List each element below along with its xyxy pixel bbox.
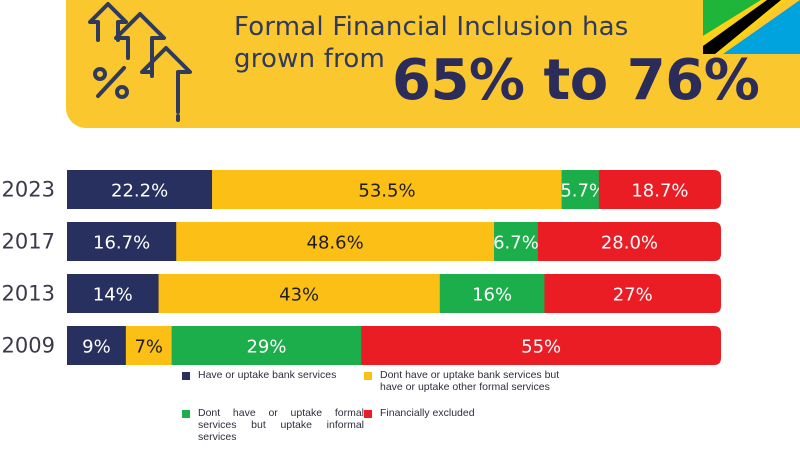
legend-item-bank: Have or uptake bank services — [182, 369, 336, 381]
bar-segment-2013-financially-excluded — [544, 274, 721, 313]
bar-segment-2023-have-or-uptake-bank-serv — [67, 170, 213, 209]
legend-swatch-informal — [182, 410, 190, 418]
legend-swatch-other-formal — [364, 372, 372, 380]
year-label-2023: 2023 — [2, 178, 55, 202]
legend-label-informal: Dont have or uptake formal services but … — [198, 407, 364, 443]
bar-label-2017-have-or-uptake-bank-serv: 16.7% — [93, 233, 150, 254]
stacked-bar-chart: 2023 22.2% 53.5% 5.7% 18.7% 2017 16.7% 48.6% 6.7… — [2, 170, 721, 365]
legend-label-bank: Have or uptake bank services — [198, 369, 337, 381]
legend-swatch-excluded — [364, 410, 372, 418]
bar-label-2017-dont-have-or-uptake-form: 6.7% — [493, 233, 539, 254]
bar-label-2023-dont-have-or-uptake-form: 5.7% — [560, 181, 606, 202]
bar-label-2009-dont-have-or-uptake-form: 29% — [246, 337, 286, 358]
bar-segment-2023-dont-have-or-uptake-form — [561, 170, 600, 209]
headline-banner — [66, 0, 800, 128]
tanzania-flag — [703, 0, 800, 54]
bar-segment-2013-dont-have-or-uptake-bank — [158, 274, 441, 313]
bar-label-2023-financially-excluded: 18.7% — [631, 181, 688, 202]
bar-label-2023-dont-have-or-uptake-bank: 53.5% — [358, 181, 415, 202]
bar-segment-2023-financially-excluded — [598, 170, 721, 209]
bar-label-2009-dont-have-or-uptake-bank: 7% — [134, 337, 163, 358]
bar-segment-2017-dont-have-or-uptake-bank — [176, 222, 495, 261]
year-label-2013: 2013 — [2, 282, 55, 306]
bar-label-2017-financially-excluded: 28.0% — [601, 233, 658, 254]
headline-line-1: Formal Financial Inclusion has — [234, 12, 629, 42]
bar-segment-2017-have-or-uptake-bank-serv — [67, 222, 177, 261]
legend-item-other-formal: Dont have or uptake bank services but ha… — [364, 369, 564, 393]
bar-segment-2009-have-or-uptake-bank-serv — [67, 326, 127, 365]
bar-label-2009-financially-excluded: 55% — [521, 337, 561, 358]
legend-swatch-bank — [182, 372, 190, 380]
legend-label-excluded: Financially excluded — [380, 407, 475, 419]
bar-label-2009-have-or-uptake-bank-serv: 9% — [82, 337, 111, 358]
bar-label-2023-have-or-uptake-bank-serv: 22.2% — [111, 181, 168, 202]
bar-label-2013-dont-have-or-uptake-form: 16% — [472, 285, 512, 306]
bar-segment-2009-dont-have-or-uptake-form — [171, 326, 362, 365]
bar-label-2013-dont-have-or-uptake-bank: 43% — [279, 285, 319, 306]
bar-segment-2013-dont-have-or-uptake-form — [439, 274, 545, 313]
legend-label-other-formal: Dont have or uptake bank services but ha… — [380, 369, 560, 393]
bar-label-2017-dont-have-or-uptake-bank: 48.6% — [307, 233, 364, 254]
bar-label-2013-financially-excluded: 27% — [613, 285, 653, 306]
year-label-2009: 2009 — [2, 334, 55, 358]
headline-line-2: grown from — [234, 44, 386, 74]
bar-segment-2009-financially-excluded — [361, 326, 721, 365]
bar-segment-2009-dont-have-or-uptake-bank — [125, 326, 173, 365]
bar-segment-2017-financially-excluded — [537, 222, 721, 261]
bar-segment-2023-dont-have-or-uptake-bank — [212, 170, 563, 209]
legend-item-informal: Dont have or uptake formal services but … — [182, 407, 364, 443]
headline-highlight: 65% to 76% — [392, 48, 760, 113]
legend-item-excluded: Financially excluded — [364, 407, 475, 419]
year-label-2017: 2017 — [2, 230, 55, 254]
bar-segment-2013-have-or-uptake-bank-serv — [67, 274, 160, 313]
percent-growth-arrows-icon — [88, 2, 192, 122]
bar-label-2013-have-or-uptake-bank-serv: 14% — [93, 285, 133, 306]
bar-segment-2017-dont-have-or-uptake-form — [494, 222, 539, 261]
